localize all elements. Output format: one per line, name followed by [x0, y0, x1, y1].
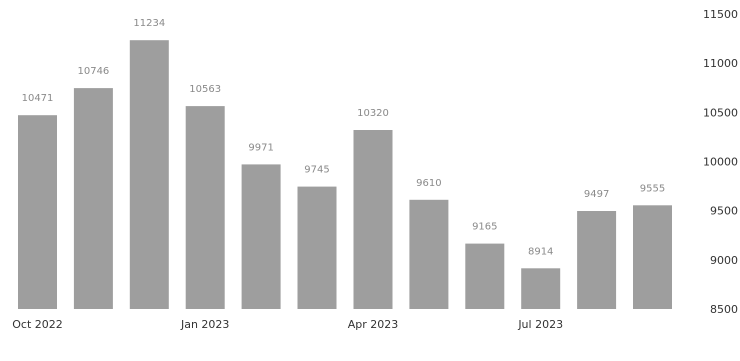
value-label: 10320	[357, 108, 389, 119]
value-label: 9610	[416, 178, 441, 189]
value-label: 9165	[472, 222, 497, 233]
value-label: 9555	[640, 183, 665, 194]
bar-jun-2023	[465, 243, 505, 309]
value-label: 9497	[584, 189, 609, 200]
x-tick-label: Oct 2022	[12, 318, 63, 331]
bar-feb-2023	[241, 164, 281, 309]
value-label: 10746	[77, 66, 109, 77]
x-axis: Oct 2022 Jan 2023 Apr 2023 Jul 2023	[12, 318, 563, 331]
value-label: 10563	[189, 84, 221, 95]
y-tick-label: 9000	[710, 254, 738, 267]
y-tick-label: 9500	[710, 205, 738, 218]
value-labels-group: 10471 10746 11234 10563 9971 9745 10320 9610 916…	[22, 18, 666, 257]
bars-group	[18, 40, 672, 309]
bar-jul-2023	[521, 268, 561, 309]
bar-may-2023	[409, 199, 449, 309]
y-tick-label: 8500	[710, 303, 738, 316]
bar-aug-2023	[577, 211, 617, 309]
bar-oct-2022	[18, 115, 57, 309]
bar-dec-2022	[129, 40, 169, 309]
value-label: 9745	[304, 165, 329, 176]
value-label: 9971	[248, 142, 273, 153]
x-tick-label: Apr 2023	[348, 318, 399, 331]
bar-apr-2023	[353, 130, 393, 309]
y-axis: 8500 9000 9500 10000 10500 11000 11500	[703, 8, 738, 316]
value-label: 10471	[22, 93, 54, 104]
x-tick-label: Jul 2023	[517, 318, 563, 331]
bar-jan-2023	[185, 106, 225, 309]
bar-sep-2023	[633, 205, 672, 309]
value-label: 11234	[133, 18, 165, 29]
y-tick-label: 11000	[703, 57, 738, 70]
y-tick-label: 10000	[703, 156, 738, 169]
bar-nov-2022	[73, 88, 113, 309]
x-tick-label: Jan 2023	[180, 318, 229, 331]
y-tick-label: 11500	[703, 8, 738, 21]
bar-mar-2023	[297, 186, 337, 309]
y-tick-label: 10500	[703, 106, 738, 119]
value-label: 8914	[528, 246, 553, 257]
